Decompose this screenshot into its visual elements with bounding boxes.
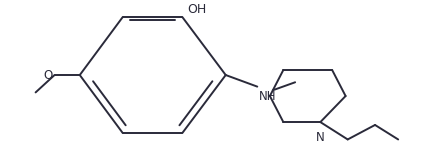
Text: OH: OH xyxy=(187,3,207,16)
Text: NH: NH xyxy=(260,90,277,103)
Text: O: O xyxy=(43,69,52,82)
Text: N: N xyxy=(316,131,325,144)
